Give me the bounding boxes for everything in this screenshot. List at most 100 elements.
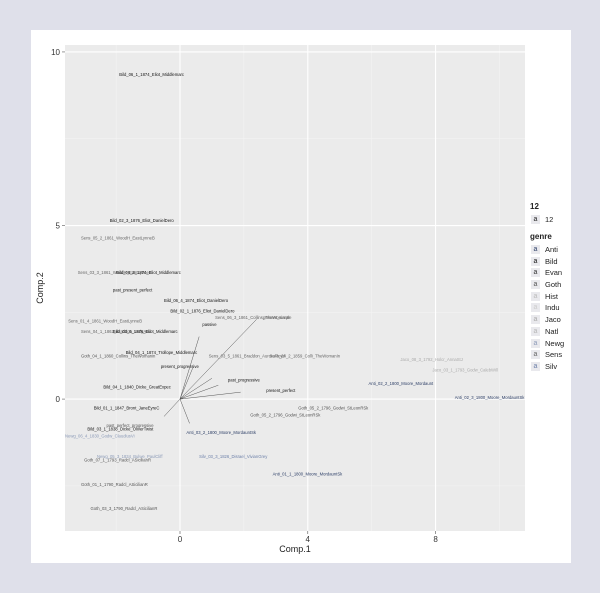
point-label: Goth_05_2_1796_Godwi_StLeonRSk [298,406,369,411]
legend-key: a [530,302,541,314]
point-label: Jaco_03_1_1793_Godw_CalebWill [432,367,497,372]
loading-arrow [179,384,219,400]
loading-arrow [179,367,194,400]
point-label: Newg_06_4_1830_Godw_ClaudiusVi [65,433,135,438]
point-label: Bild_02_3_1876_Eliot_DanielDero [110,218,175,223]
point-label: Anti_02_2_1800_Moore_Mordaunt [368,381,434,386]
loading-arrow [179,391,241,400]
point-label: past_progressive [228,378,261,383]
x-tick-label: 4 [306,535,311,544]
point-label: Silv_03_3_1826_Disrael_VivianGrey [199,454,268,459]
point-label: Bild_04_1_1874_Trollope_Middlemarc [126,350,198,355]
legend-item: a Jaco [530,314,570,326]
point-label: Bild_03_5_1876_Eliot_Middlemarc [113,329,178,334]
legend-item: a Newg [530,337,570,349]
legend-label: Indu [545,303,560,313]
point-label: Goth_05_2_1796_Godwi_StLeonRSk [250,412,321,417]
legend-key: a [530,325,541,337]
point-label: past_perfect_progressive [107,423,155,428]
point-label: Goth_03_3_1790_Radcl_ASicilianR [91,506,158,511]
legend-title-size: 12 [530,202,539,211]
legend-item: a Natl [530,325,570,338]
legend-item: a Sens [530,349,570,361]
point-label: Anti_02_3_1800_Moore_MordauntSk [455,395,526,400]
point-label: Bild_06_1_1874_Eliot_Middlemarc [119,72,184,77]
legend-label: 12 [545,215,554,225]
legend-key: a [530,349,541,361]
plot-panel [65,45,525,531]
legend-key: a [530,360,541,372]
legend-item: a 12 [530,214,570,226]
legend-item: a Anti [530,244,570,256]
legend-item: a Indu [530,302,570,314]
grid [65,45,525,531]
point-label: Sens_03_5_1861_Braddon_AuroraFloyd [209,353,286,358]
point-label: Bild_06_3_1874_Eliot_Middlemarc [116,270,181,275]
legend: 12 a 12 genre a Anti a Bild a Evan a Goth a Hist a… [530,200,570,372]
legend-item: a Silv [530,360,570,373]
y-axis-ticks: 0 5 10 [51,48,65,404]
point-label: present_perfect [266,388,296,393]
point-label: Goth_04_1_1860_Collins_TheWomanin [81,353,156,358]
point-label: Sens_04_2_1859_Colli_TheWomanIn [269,353,340,358]
legend-key: a [530,214,541,226]
point-label: Goth_01_1_1790_Radcl_ASicilianR [81,482,148,487]
point-label: Newg_05_3_1834_Bulwe_PaulCliff [97,454,163,459]
legend-key: a [530,290,541,302]
point-label: Jaco_08_3_1792_Holcr_AnnaStJ [400,357,462,362]
legend-label: Natl [545,326,559,336]
legend-key: a [530,337,541,349]
legend-label: Sens [545,350,563,360]
loading-arrow [179,319,257,400]
legend-item: a Hist [530,290,570,302]
x-tick-label: 0 [178,535,183,544]
point-label: Sens_03_3_1861_WoodH_EastLynneB [78,270,152,275]
loading-arrow [179,378,213,400]
y-tick-label: 10 [51,48,60,57]
point-label: Sens_04_1_1862_Braddon_LadyAud [81,329,152,334]
legend-label: Silv [545,361,558,371]
legend-label: Evan [545,268,563,278]
point-label: Anti_01_1_1800_Moore_MordauntSk [273,471,344,476]
x-axis-ticks: 0 4 8 [178,531,438,544]
loading-arrow [163,398,181,417]
loading-arrows [163,319,257,424]
point-label: Bild_01_1_1847_Bront_JaneEyreC [94,406,160,411]
loading-arrow [179,398,190,424]
legend-label: Newg [545,338,565,348]
point-label: Goth_07_1_1793_Radcl_ASicilianR [84,458,151,463]
legend-item: a Bild [530,255,570,267]
figure: Bild_06_1_1874_Eliot_Middlemarc Bild_02_3… [31,30,571,563]
point-label: Anti_03_2_1800_Moore_MordauntSk [186,430,257,435]
legend-key: a [530,314,541,326]
legend-key: a [530,244,541,256]
legend-item: a Evan [530,267,570,279]
legend-label: Goth [545,280,562,290]
legend-key: a [530,255,541,267]
x-tick-label: 8 [433,535,438,544]
y-tick-label: 5 [56,222,61,231]
legend-label: Anti [545,245,558,255]
legend-label: Bild [545,256,558,266]
point-label: present_simple [263,315,292,320]
point-label: Bild_04_1_1840_Dicke_GreatExpec [103,385,171,390]
point-labels: Bild_06_1_1874_Eliot_Middlemarc Bild_02_3… [65,72,525,511]
legend-title-genre: genre [530,231,552,241]
point-label: Bild_03_1_1838_Dicke_OliverTwist [87,426,154,431]
point-label: Sens_01_4_1861_WoodH_EastLynneB [68,319,142,324]
point-label: Bild_06_4_1874_Eliot_DanielDero [164,298,229,303]
loading-arrow [179,336,200,400]
point-label: Sens_05_2_1861_WoodH_EastLynneB [81,235,155,240]
point-label: present_progressive [161,364,200,369]
x-axis-title: Comp.1 [279,544,311,554]
point-label: past_present_perfect [113,287,153,292]
point-label: Sens_06_3_1861_Collins_TheWomanIn [215,315,291,320]
legend-label: Hist [545,291,558,301]
y-axis-title: Comp.2 [35,272,45,304]
legend-key: a [530,279,541,291]
point-label: Bild_02_1_1876_Eliot_DanielDero [170,308,235,313]
legend-item: a Goth [530,279,570,291]
point-label: passive [202,322,217,327]
legend-key: a [530,267,541,279]
legend-label: Jaco [545,315,561,325]
